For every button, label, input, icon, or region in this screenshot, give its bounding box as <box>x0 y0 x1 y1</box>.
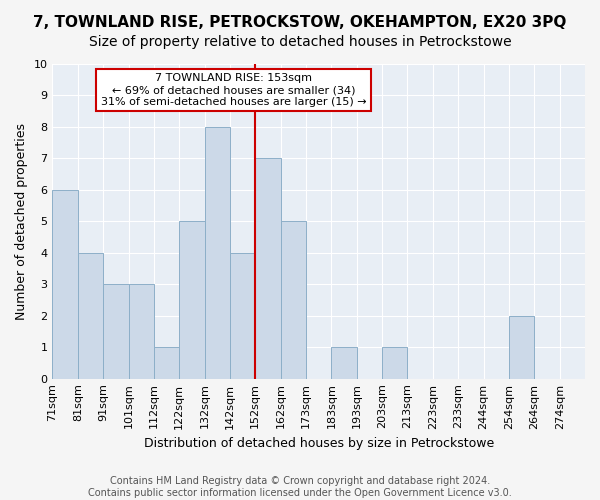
Text: Contains HM Land Registry data © Crown copyright and database right 2024.
Contai: Contains HM Land Registry data © Crown c… <box>88 476 512 498</box>
Bar <box>509 316 534 378</box>
Bar <box>128 284 154 378</box>
Bar <box>78 253 103 378</box>
Y-axis label: Number of detached properties: Number of detached properties <box>15 123 28 320</box>
Bar <box>331 347 357 378</box>
Bar <box>256 158 281 378</box>
Bar <box>52 190 78 378</box>
Bar <box>382 347 407 378</box>
Text: 7, TOWNLAND RISE, PETROCKSTOW, OKEHAMPTON, EX20 3PQ: 7, TOWNLAND RISE, PETROCKSTOW, OKEHAMPTO… <box>34 15 566 30</box>
Bar <box>281 222 306 378</box>
Bar <box>179 222 205 378</box>
Text: 7 TOWNLAND RISE: 153sqm
← 69% of detached houses are smaller (34)
31% of semi-de: 7 TOWNLAND RISE: 153sqm ← 69% of detache… <box>101 74 367 106</box>
Bar <box>103 284 128 378</box>
Text: Size of property relative to detached houses in Petrockstowe: Size of property relative to detached ho… <box>89 35 511 49</box>
Bar <box>205 127 230 378</box>
X-axis label: Distribution of detached houses by size in Petrockstowe: Distribution of detached houses by size … <box>143 437 494 450</box>
Bar <box>154 347 179 378</box>
Bar <box>230 253 256 378</box>
